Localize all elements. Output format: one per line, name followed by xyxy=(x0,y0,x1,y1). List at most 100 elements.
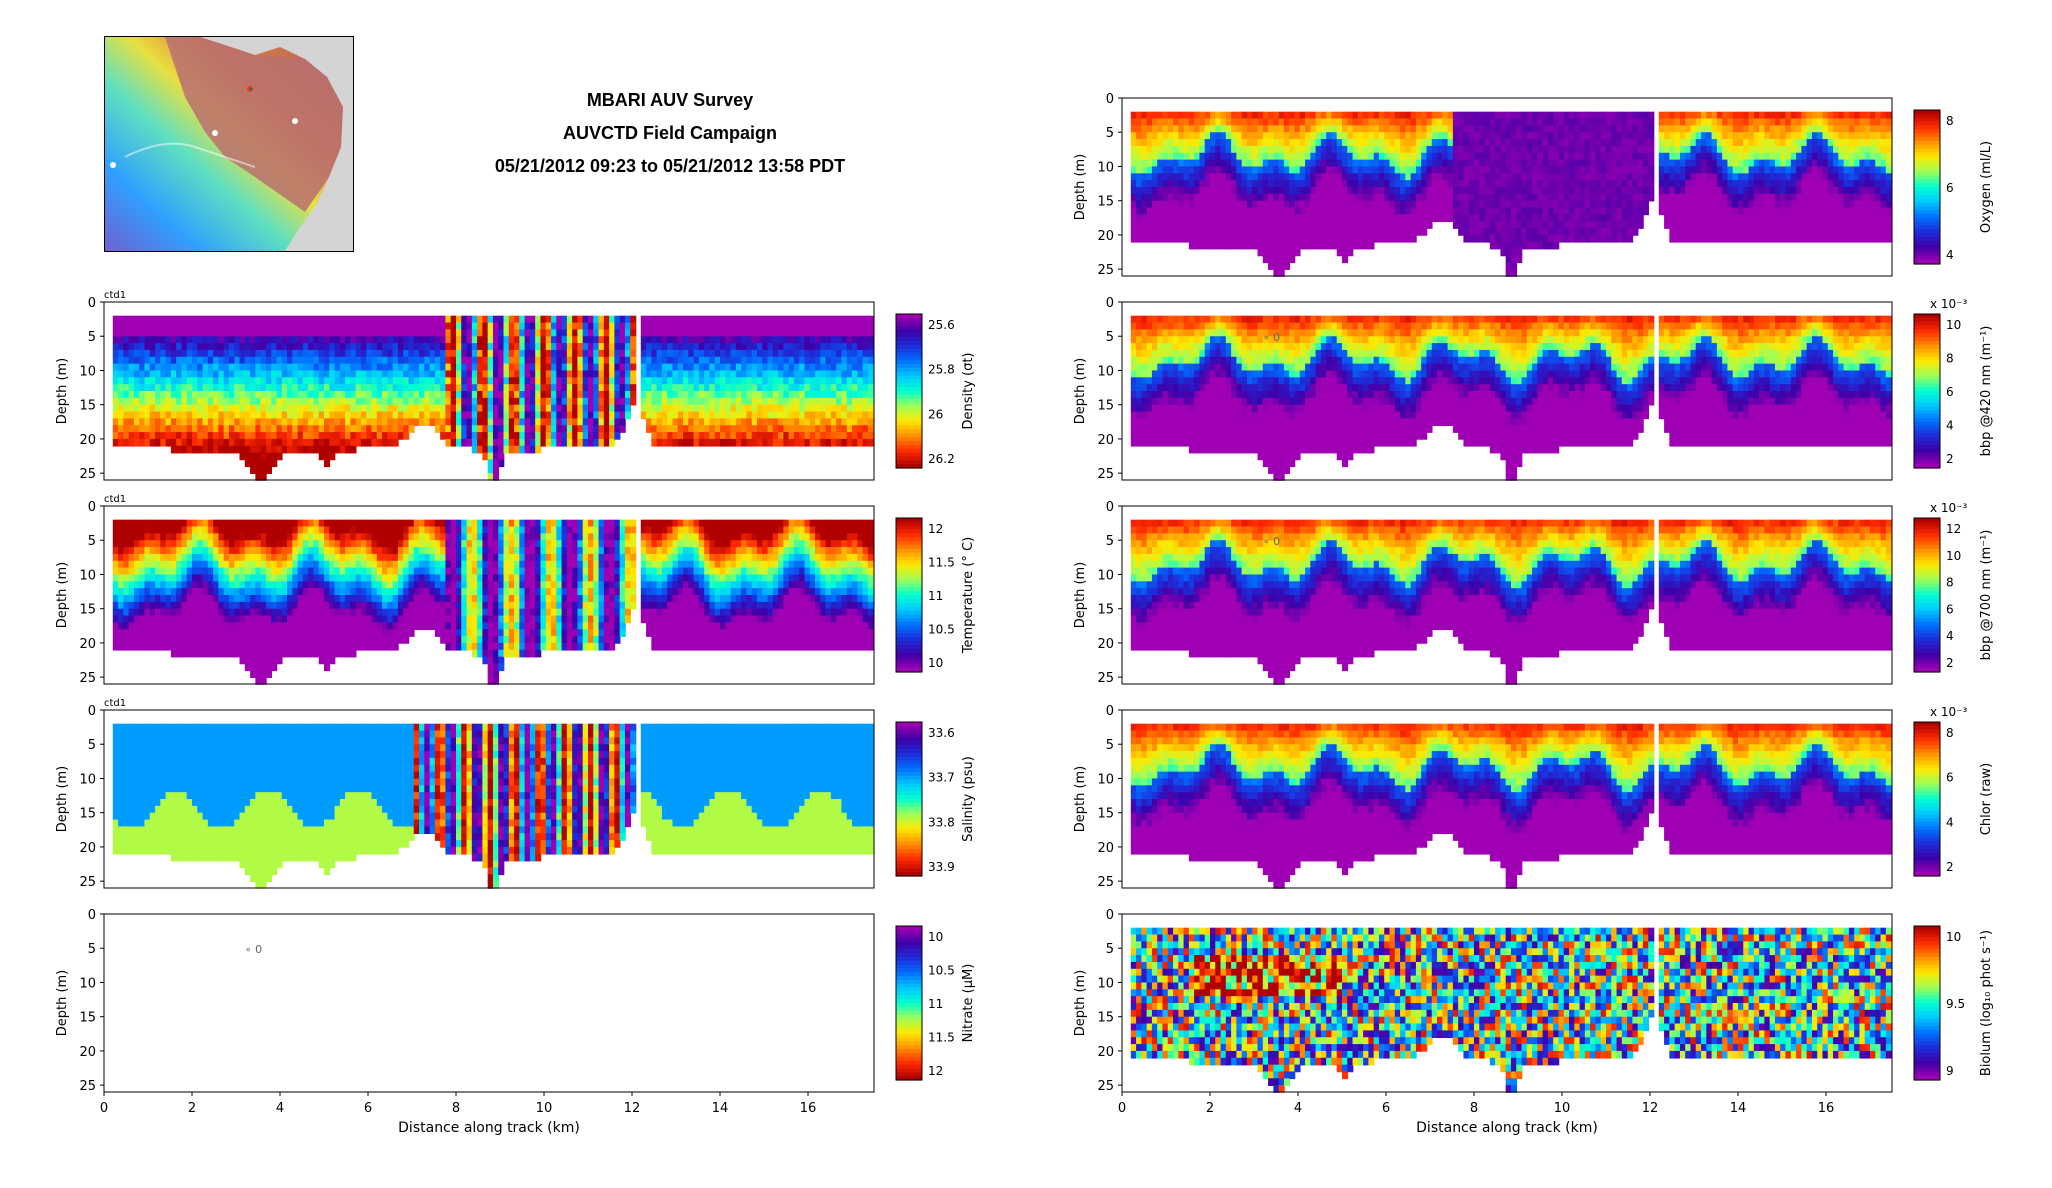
heat-cell xyxy=(287,350,293,358)
heat-cell xyxy=(504,412,510,420)
heat-cell xyxy=(514,364,520,372)
heat-cell xyxy=(123,329,129,337)
heat-cell xyxy=(488,343,494,351)
heat-cell xyxy=(313,439,319,447)
heat-cell xyxy=(456,350,462,358)
heat-cell xyxy=(213,384,219,392)
heat-cell xyxy=(414,418,420,426)
heat-cell xyxy=(176,329,182,337)
heat-cell xyxy=(292,336,298,344)
heat-cell xyxy=(372,439,378,447)
heat-cell xyxy=(313,323,319,331)
heat-cell xyxy=(134,412,140,420)
heat-cell xyxy=(366,370,372,378)
heat-cell xyxy=(408,329,414,337)
heat-cell xyxy=(514,446,520,454)
heat-cell xyxy=(213,398,219,406)
heat-cell xyxy=(329,425,335,433)
heat-cell xyxy=(271,418,277,426)
heat-cell xyxy=(287,398,293,406)
heat-cell xyxy=(298,336,304,344)
heat-cell xyxy=(361,418,367,426)
heat-cell xyxy=(266,425,272,433)
heat-cell xyxy=(509,418,515,426)
heat-cell xyxy=(377,377,383,385)
heat-cell xyxy=(472,425,478,433)
heat-cell xyxy=(181,329,187,337)
heat-cell xyxy=(150,405,156,413)
heat-cell xyxy=(203,398,209,406)
heat-cell xyxy=(129,357,135,365)
heat-cell xyxy=(276,370,282,378)
heat-cell xyxy=(329,405,335,413)
heat-cell xyxy=(160,350,166,358)
heat-cell xyxy=(345,316,351,324)
heat-cell xyxy=(372,425,378,433)
heat-cell xyxy=(366,432,372,440)
heat-cell xyxy=(440,357,446,365)
heat-cell xyxy=(213,364,219,372)
heat-cell xyxy=(118,425,124,433)
heat-cell xyxy=(525,405,531,413)
heat-cell xyxy=(482,453,488,461)
heat-cell xyxy=(171,412,177,420)
heat-cell xyxy=(393,398,399,406)
heat-cell xyxy=(308,323,314,331)
heat-cell xyxy=(319,405,325,413)
heat-cell xyxy=(150,336,156,344)
heat-cell xyxy=(403,384,409,392)
heat-cell xyxy=(187,405,193,413)
heat-cell xyxy=(377,418,383,426)
heat-cell xyxy=(377,364,383,372)
heat-cell xyxy=(292,323,298,331)
heat-cell xyxy=(361,405,367,413)
heat-cell xyxy=(129,412,135,420)
heat-cell xyxy=(498,425,504,433)
heat-cell xyxy=(203,391,209,399)
heat-cell xyxy=(203,357,209,365)
heat-cell xyxy=(187,357,193,365)
heat-cell xyxy=(393,384,399,392)
heat-cell xyxy=(493,453,499,461)
heat-cell xyxy=(234,350,240,358)
heat-cell xyxy=(451,384,457,392)
heat-cell xyxy=(319,432,325,440)
heat-cell xyxy=(240,377,246,385)
heat-cell xyxy=(266,323,272,331)
heat-cell xyxy=(113,418,119,426)
heat-cell xyxy=(276,336,282,344)
heat-cell xyxy=(493,323,499,331)
heat-cell xyxy=(160,336,166,344)
heat-cell xyxy=(171,336,177,344)
heat-cell xyxy=(456,336,462,344)
heat-cell xyxy=(356,357,362,365)
heat-cell xyxy=(445,343,451,351)
heat-cell xyxy=(218,350,224,358)
heat-cell xyxy=(530,357,536,365)
heat-cell xyxy=(266,316,272,324)
heat-cell xyxy=(313,391,319,399)
heat-cell xyxy=(176,398,182,406)
heat-cell xyxy=(324,412,330,420)
heat-cell xyxy=(488,466,494,474)
heat-cell xyxy=(234,405,240,413)
heat-cell xyxy=(345,336,351,344)
heat-cell xyxy=(276,412,282,420)
heat-cell xyxy=(461,343,467,351)
heat-cell xyxy=(382,370,388,378)
heat-cell xyxy=(340,336,346,344)
heat-cell xyxy=(498,412,504,420)
heat-cell xyxy=(303,316,309,324)
heat-cell xyxy=(456,357,462,365)
heat-cell xyxy=(224,418,230,426)
heat-cell xyxy=(181,391,187,399)
heat-cell xyxy=(139,439,145,447)
heat-cell xyxy=(445,384,451,392)
heat-cell xyxy=(329,398,335,406)
heat-cell xyxy=(192,370,198,378)
heat-cell xyxy=(250,418,256,426)
heat-cell xyxy=(324,364,330,372)
heat-cell xyxy=(171,405,177,413)
heat-cell xyxy=(192,391,198,399)
heat-cell xyxy=(456,343,462,351)
